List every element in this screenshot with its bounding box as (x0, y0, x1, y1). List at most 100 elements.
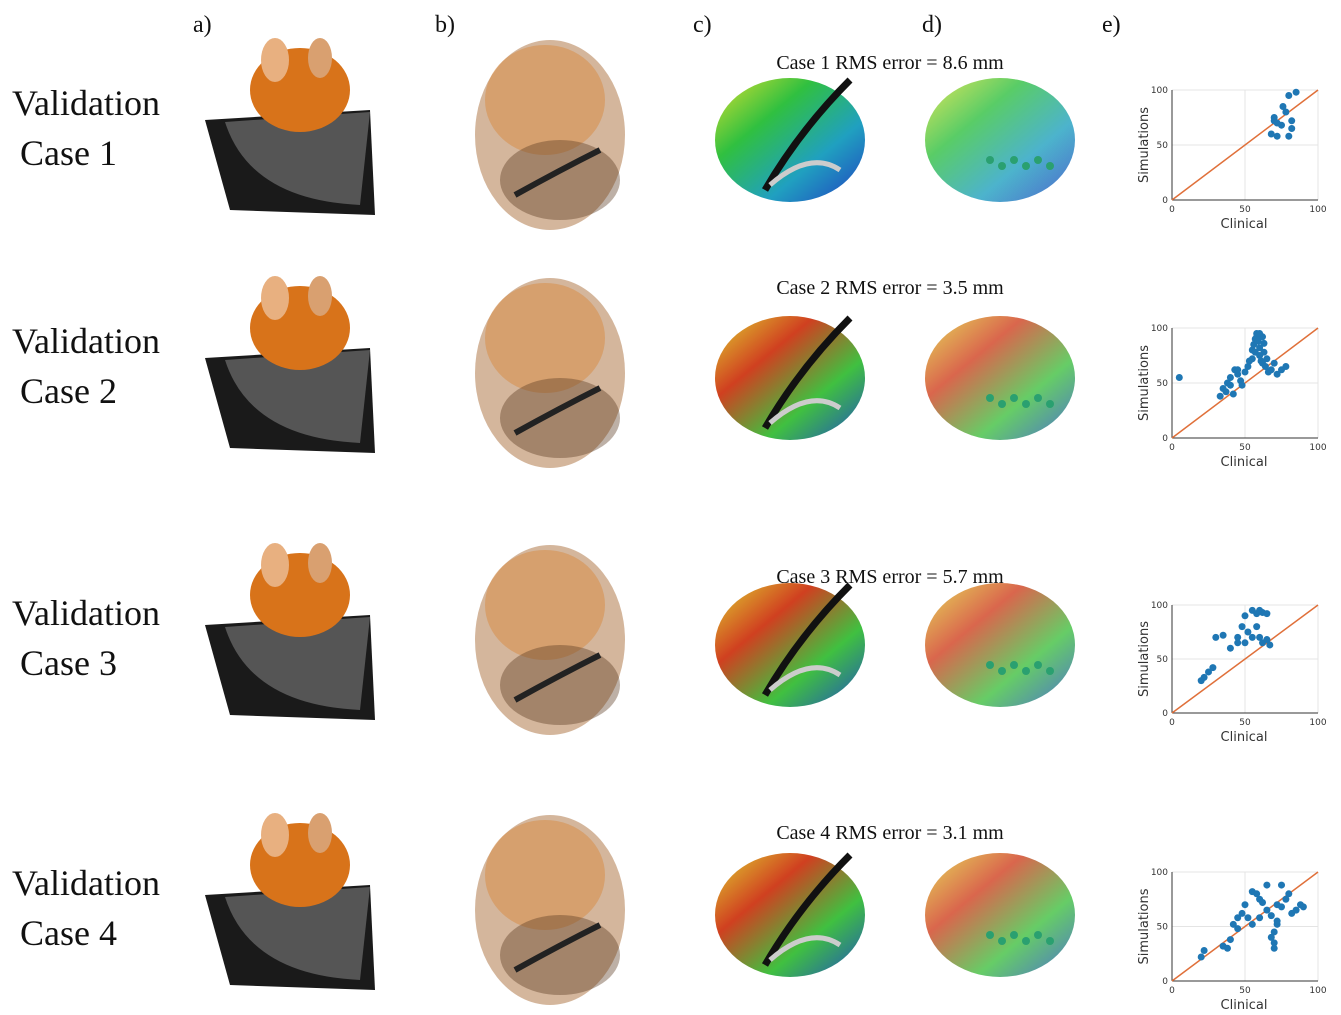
x-tick-label: 100 (1309, 718, 1326, 728)
heart-b (500, 378, 620, 458)
x-tick-label: 50 (1239, 205, 1251, 215)
electrode (1034, 156, 1042, 164)
electrode (998, 937, 1006, 945)
vessel (308, 38, 332, 78)
point (1217, 393, 1224, 400)
y-tick-label: 50 (1157, 379, 1169, 389)
x-tick-label: 0 (1169, 205, 1175, 215)
point (1230, 391, 1237, 398)
x-tick-label: 50 (1239, 443, 1251, 453)
point (1212, 634, 1219, 641)
electrode (1034, 661, 1042, 669)
y-tick-label: 100 (1151, 601, 1168, 611)
point (1278, 882, 1285, 889)
point (1242, 612, 1249, 619)
panel-label: e) (1102, 12, 1121, 38)
point (1263, 907, 1270, 914)
point (1242, 639, 1249, 646)
x-tick-label: 0 (1169, 986, 1175, 996)
point (1256, 914, 1263, 921)
point (1300, 903, 1307, 910)
panel-label: d) (922, 12, 942, 38)
electrode (998, 400, 1006, 408)
point (1227, 936, 1234, 943)
point (1278, 903, 1285, 910)
electrode (1010, 156, 1018, 164)
electrode (1046, 667, 1054, 675)
heart-b (500, 915, 620, 995)
electrode (1034, 931, 1042, 939)
point (1209, 664, 1216, 671)
point (1244, 914, 1251, 921)
electrode (1046, 162, 1054, 170)
point (1201, 674, 1208, 681)
point (1285, 890, 1292, 897)
x-tick-label: 50 (1239, 986, 1251, 996)
row-label: Case 2 (20, 371, 117, 411)
row-label: Validation (12, 593, 160, 633)
point (1274, 918, 1281, 925)
x-tick-label: 100 (1309, 205, 1326, 215)
row-label: Validation (12, 83, 160, 123)
map-d (925, 316, 1075, 440)
panel-label: b) (435, 12, 455, 38)
point (1223, 388, 1230, 395)
heart-b (500, 140, 620, 220)
point (1271, 939, 1278, 946)
x-axis-label: Clinical (1221, 998, 1268, 1013)
y-tick-label: 0 (1162, 709, 1168, 719)
point (1285, 92, 1292, 99)
caption: Case 1 RMS error = 8.6 mm (776, 52, 1004, 74)
point (1293, 907, 1300, 914)
electrode (1046, 400, 1054, 408)
caption: Case 3 RMS error = 5.7 mm (776, 566, 1004, 588)
map-d (925, 583, 1075, 707)
point (1263, 355, 1270, 362)
vessel (261, 543, 289, 587)
heart-b (485, 45, 605, 155)
x-tick-label: 100 (1309, 986, 1326, 996)
electrode (1022, 667, 1030, 675)
point (1201, 947, 1208, 954)
point (1234, 366, 1241, 373)
point (1288, 117, 1295, 124)
electrode (998, 162, 1006, 170)
y-tick-label: 0 (1162, 977, 1168, 987)
point (1239, 382, 1246, 389)
point (1274, 133, 1281, 140)
row-label: Validation (12, 863, 160, 903)
electrode (1010, 394, 1018, 402)
electrode (986, 931, 994, 939)
point (1282, 363, 1289, 370)
vessel (308, 543, 332, 583)
point (1285, 133, 1292, 140)
electrode (1010, 661, 1018, 669)
map-c (715, 853, 865, 977)
point (1239, 623, 1246, 630)
point (1293, 89, 1300, 96)
electrode (986, 394, 994, 402)
row-label: Validation (12, 321, 160, 361)
row-label: Case 1 (20, 133, 117, 173)
x-tick-label: 0 (1169, 718, 1175, 728)
y-axis-label: Simulations (1137, 888, 1152, 964)
point (1266, 641, 1273, 648)
map-d (925, 853, 1075, 977)
y-axis-label: Simulations (1137, 345, 1152, 421)
y-tick-label: 100 (1151, 868, 1168, 878)
y-axis-label: Simulations (1137, 621, 1152, 697)
panel-label: a) (193, 12, 212, 38)
point (1271, 360, 1278, 367)
x-axis-label: Clinical (1221, 455, 1268, 470)
point (1224, 945, 1231, 952)
point (1253, 623, 1260, 630)
electrode (1022, 937, 1030, 945)
point (1249, 634, 1256, 641)
point (1249, 921, 1256, 928)
point (1268, 366, 1275, 373)
figure: a) b) c) d) e) ValidationCase 1Case 1 RM… (0, 0, 1341, 1015)
point (1263, 882, 1270, 889)
vessel (308, 276, 332, 316)
y-tick-label: 100 (1151, 324, 1168, 334)
vessel (261, 276, 289, 320)
